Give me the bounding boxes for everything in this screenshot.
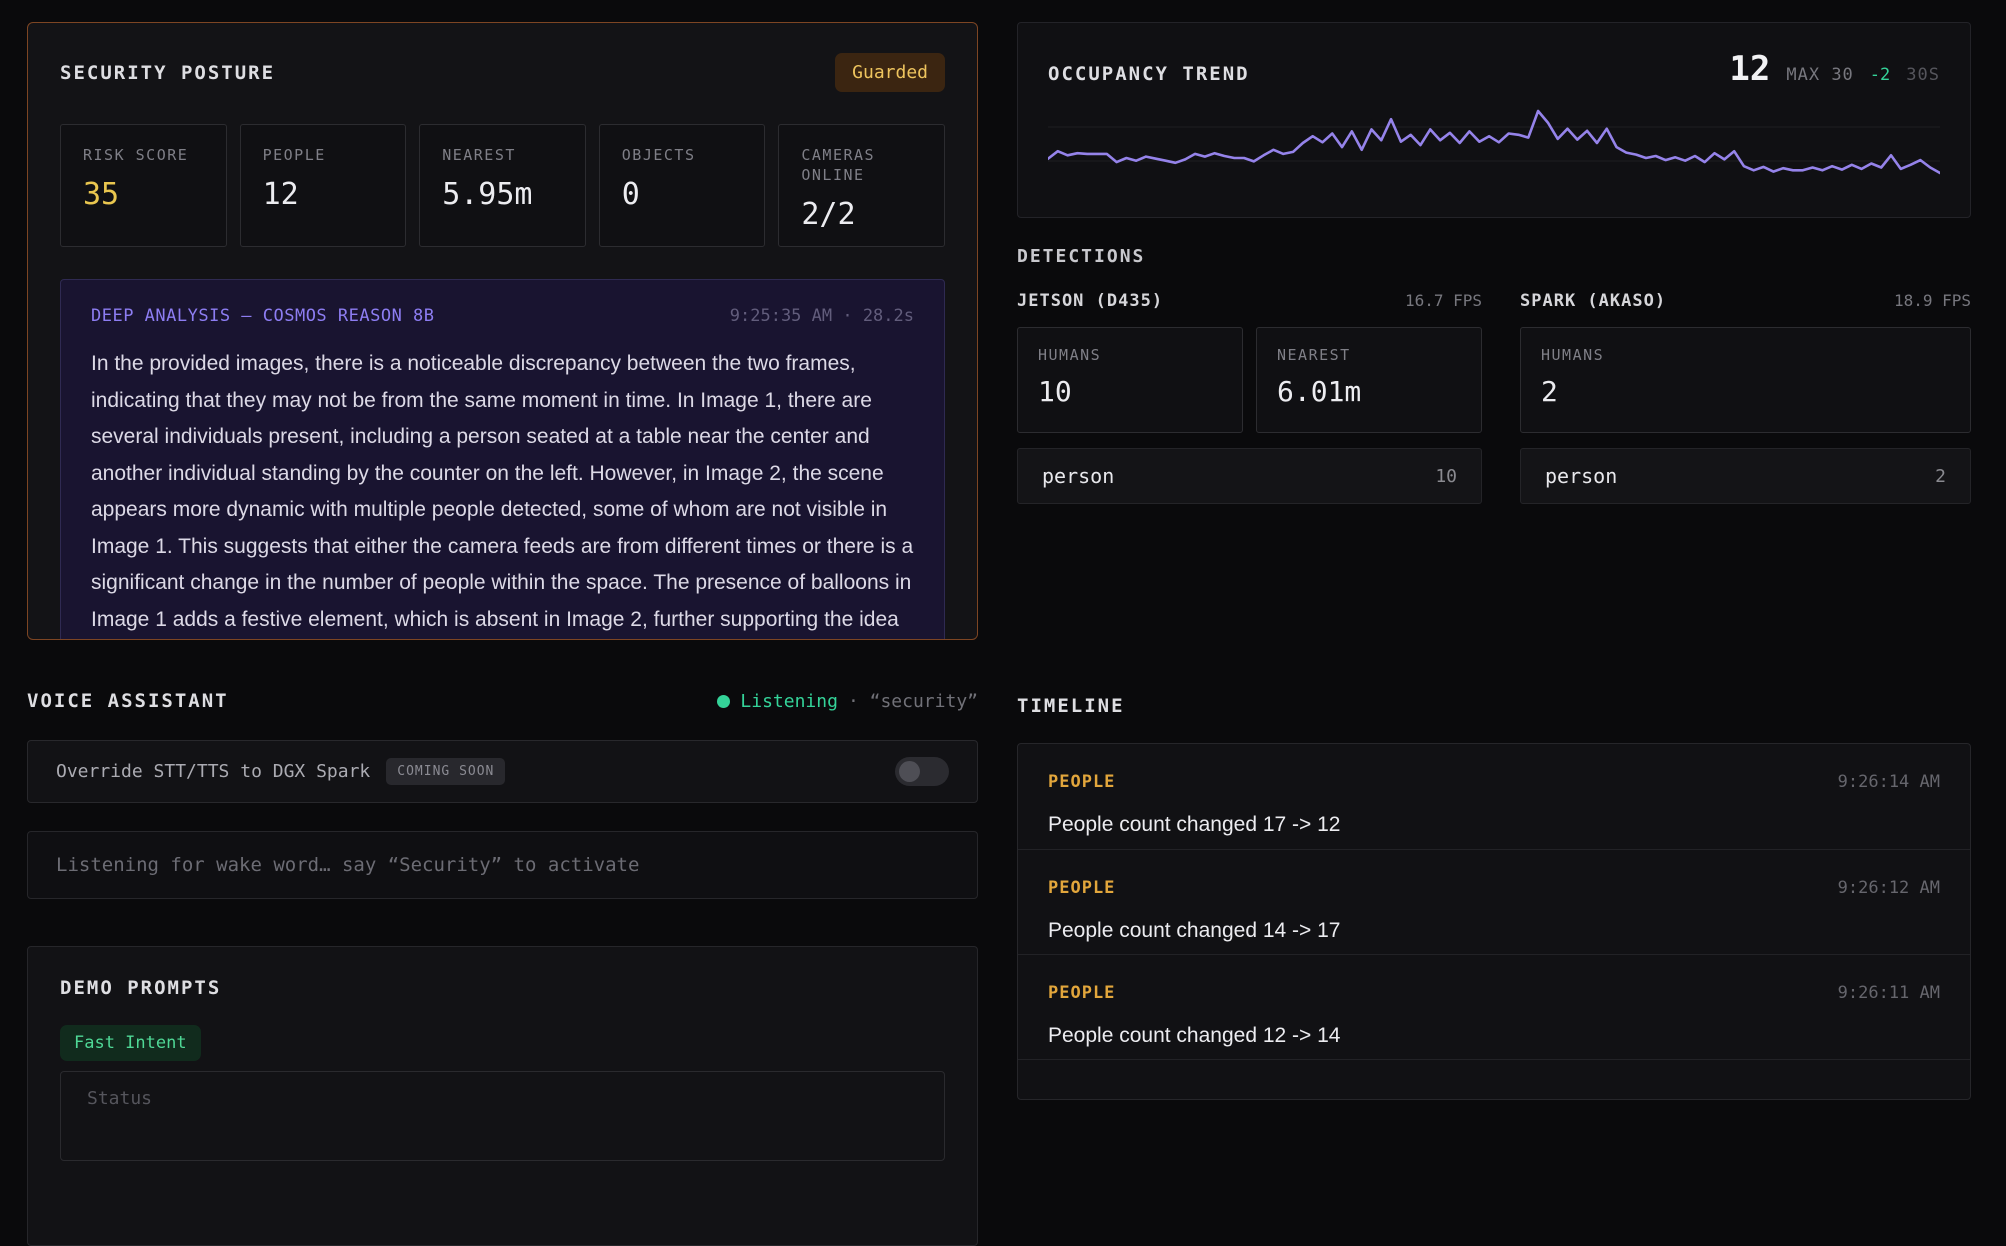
- timeline-event-text: People count changed 12 -> 14: [1048, 1024, 1341, 1047]
- stat-card-humans: HUMANS 10: [1017, 327, 1243, 433]
- detected-object-row: person 10: [1017, 448, 1482, 504]
- timeline-event-tag: PEOPLE: [1048, 878, 1116, 898]
- stat-value: 2: [1541, 375, 1558, 408]
- deep-analysis-panel: DEEP ANALYSIS — COSMOS REASON 8B 9:25:35…: [60, 279, 945, 639]
- occupancy-metrics: 12 MAX 30 -2 30S: [1729, 49, 1940, 89]
- object-count: 2: [1935, 465, 1946, 487]
- stat-card-nearest: NEAREST 6.01m: [1256, 327, 1482, 433]
- timeline-event-header: PEOPLE 9:26:11 AM: [1048, 983, 1940, 1003]
- security-posture-panel: SECURITY POSTURE Guarded RISK SCORE 35 P…: [27, 22, 978, 640]
- deep-analysis-body: In the provided images, there is a notic…: [91, 352, 914, 631]
- camera-fps: 16.7 FPS: [1404, 291, 1482, 310]
- timeline-panel: PEOPLE 9:26:14 AM People count changed 1…: [1017, 743, 1971, 1100]
- stat-card-humans: HUMANS 2: [1520, 327, 1971, 433]
- occupancy-trend-panel: OCCUPANCY TREND 12 MAX 30 -2 30S: [1017, 22, 1971, 218]
- occupancy-sparkline-path: [1048, 109, 1940, 175]
- right-column: OCCUPANCY TREND 12 MAX 30 -2 30S DETECTI…: [1017, 22, 1971, 1100]
- demo-prompts-title: DEMO PROMPTS: [60, 977, 222, 999]
- demo-prompt-card[interactable]: Status: [60, 1071, 945, 1161]
- voice-command-input[interactable]: Listening for wake word… say “Security” …: [27, 831, 978, 899]
- voice-assistant-header: VOICE ASSISTANT Listening · “security”: [27, 690, 978, 712]
- stat-label: CAMERAS ONLINE: [801, 146, 876, 184]
- override-toggle[interactable]: [895, 757, 949, 786]
- stat-value: 35: [83, 177, 120, 212]
- stat-value: 5.95m: [442, 177, 533, 212]
- timeline-event-time: 9:26:11 AM: [1837, 983, 1940, 1003]
- camera-column-jetson: JETSON (D435) 16.7 FPS HUMANS 10 NEAREST…: [1017, 291, 1482, 504]
- deep-analysis-timestamp: 9:25:35 AM · 28.2s: [729, 306, 914, 326]
- listening-status-dot-icon: [717, 694, 731, 708]
- object-label: person: [1545, 464, 1618, 488]
- occupancy-window-label: 30S: [1906, 65, 1940, 85]
- voice-assistant-status: Listening · “security”: [717, 691, 978, 712]
- stat-card-objects: OBJECTS 0: [598, 124, 766, 247]
- timeline-next-entry-divider: [1018, 1059, 1970, 1099]
- occupancy-trend-title: OCCUPANCY TREND: [1048, 63, 1250, 85]
- timeline-event-header: PEOPLE 9:26:12 AM: [1048, 878, 1940, 898]
- timeline-event-text: People count changed 14 -> 17: [1048, 919, 1341, 942]
- override-stt-tts-label: Override STT/TTS to DGX Spark: [56, 761, 371, 782]
- camera-name: SPARK (AKASO): [1520, 291, 1667, 311]
- stat-label: OBJECTS: [621, 146, 696, 164]
- demo-prompts-panel: DEMO PROMPTS Fast Intent Status: [27, 946, 978, 1246]
- stat-label: PEOPLE: [262, 146, 326, 164]
- timeline-event-tag: PEOPLE: [1048, 772, 1116, 792]
- wake-word-hint: · “security”: [847, 690, 978, 712]
- deep-analysis-title: DEEP ANALYSIS — COSMOS REASON 8B: [91, 306, 435, 326]
- camera-header: SPARK (AKASO) 18.9 FPS: [1520, 291, 1971, 311]
- security-stats-row: RISK SCORE 35 PEOPLE 12 NEAREST 5.95m OB…: [60, 124, 945, 247]
- stat-value: 6.01m: [1277, 375, 1362, 408]
- fast-intent-chip[interactable]: Fast Intent: [60, 1025, 201, 1061]
- stat-card-nearest: NEAREST 5.95m: [419, 124, 586, 247]
- toggle-knob: [899, 761, 920, 782]
- stat-label: HUMANS: [1038, 346, 1102, 364]
- detections-title: DETECTIONS: [1017, 246, 1146, 267]
- left-column: SECURITY POSTURE Guarded RISK SCORE 35 P…: [27, 22, 978, 1246]
- timeline-event-header: PEOPLE 9:26:14 AM: [1048, 772, 1940, 792]
- camera-header: JETSON (D435) 16.7 FPS: [1017, 291, 1482, 311]
- listening-status-label: Listening: [740, 690, 838, 712]
- timeline-event: PEOPLE 9:26:14 AM People count changed 1…: [1018, 744, 1970, 849]
- camera-stat-cards: HUMANS 10 NEAREST 6.01m: [1017, 327, 1482, 433]
- camera-column-spark: SPARK (AKASO) 18.9 FPS HUMANS 2 person 2: [1520, 291, 1971, 504]
- timeline-event: PEOPLE 9:26:12 AM People count changed 1…: [1018, 849, 1970, 954]
- object-count: 10: [1435, 465, 1457, 487]
- camera-name: JETSON (D435): [1017, 291, 1164, 311]
- occupancy-trend-header: OCCUPANCY TREND 12 MAX 30 -2 30S: [1048, 49, 1940, 89]
- detected-object-row: person 2: [1520, 448, 1971, 504]
- stat-label: NEAREST: [1277, 346, 1351, 364]
- security-posture-title: SECURITY POSTURE: [60, 61, 276, 84]
- occupancy-delta: -2: [1869, 65, 1891, 85]
- stat-value: 10: [1038, 375, 1072, 408]
- timeline-title: TIMELINE: [1017, 695, 1125, 717]
- stat-label: RISK SCORE: [83, 146, 189, 164]
- stat-value: 2/2: [801, 197, 856, 232]
- timeline-event: PEOPLE 9:26:11 AM People count changed 1…: [1018, 954, 1970, 1059]
- camera-fps: 18.9 FPS: [1893, 291, 1971, 310]
- stat-label: NEAREST: [442, 146, 516, 164]
- camera-stat-cards: HUMANS 2: [1520, 327, 1971, 433]
- stat-label: HUMANS: [1541, 346, 1605, 364]
- coming-soon-badge: COMING SOON: [386, 758, 506, 785]
- timeline-event-time: 9:26:14 AM: [1837, 772, 1940, 792]
- occupancy-max-label: MAX 30: [1786, 65, 1854, 85]
- voice-assistant-title: VOICE ASSISTANT: [27, 690, 229, 712]
- stat-value: 0: [621, 177, 640, 212]
- security-posture-header: SECURITY POSTURE Guarded: [60, 53, 945, 92]
- stat-card-risk-score: RISK SCORE 35: [60, 124, 227, 247]
- stat-card-cameras-online: CAMERAS ONLINE 2/2: [778, 124, 945, 247]
- occupancy-current-value: 12: [1729, 49, 1771, 89]
- stat-card-people: PEOPLE 12: [239, 124, 407, 247]
- deep-analysis-header: DEEP ANALYSIS — COSMOS REASON 8B 9:25:35…: [91, 306, 914, 326]
- status-badge: Guarded: [835, 53, 945, 92]
- detections-columns: JETSON (D435) 16.7 FPS HUMANS 10 NEAREST…: [1017, 291, 1971, 504]
- occupancy-sparkline: [1048, 109, 1940, 175]
- override-stt-tts-row: Override STT/TTS to DGX Spark COMING SOO…: [27, 740, 978, 803]
- timeline-event-time: 9:26:12 AM: [1837, 878, 1940, 898]
- object-label: person: [1042, 464, 1115, 488]
- timeline-event-tag: PEOPLE: [1048, 983, 1116, 1003]
- timeline-event-text: People count changed 17 -> 12: [1048, 813, 1341, 836]
- stat-value: 12: [262, 177, 299, 212]
